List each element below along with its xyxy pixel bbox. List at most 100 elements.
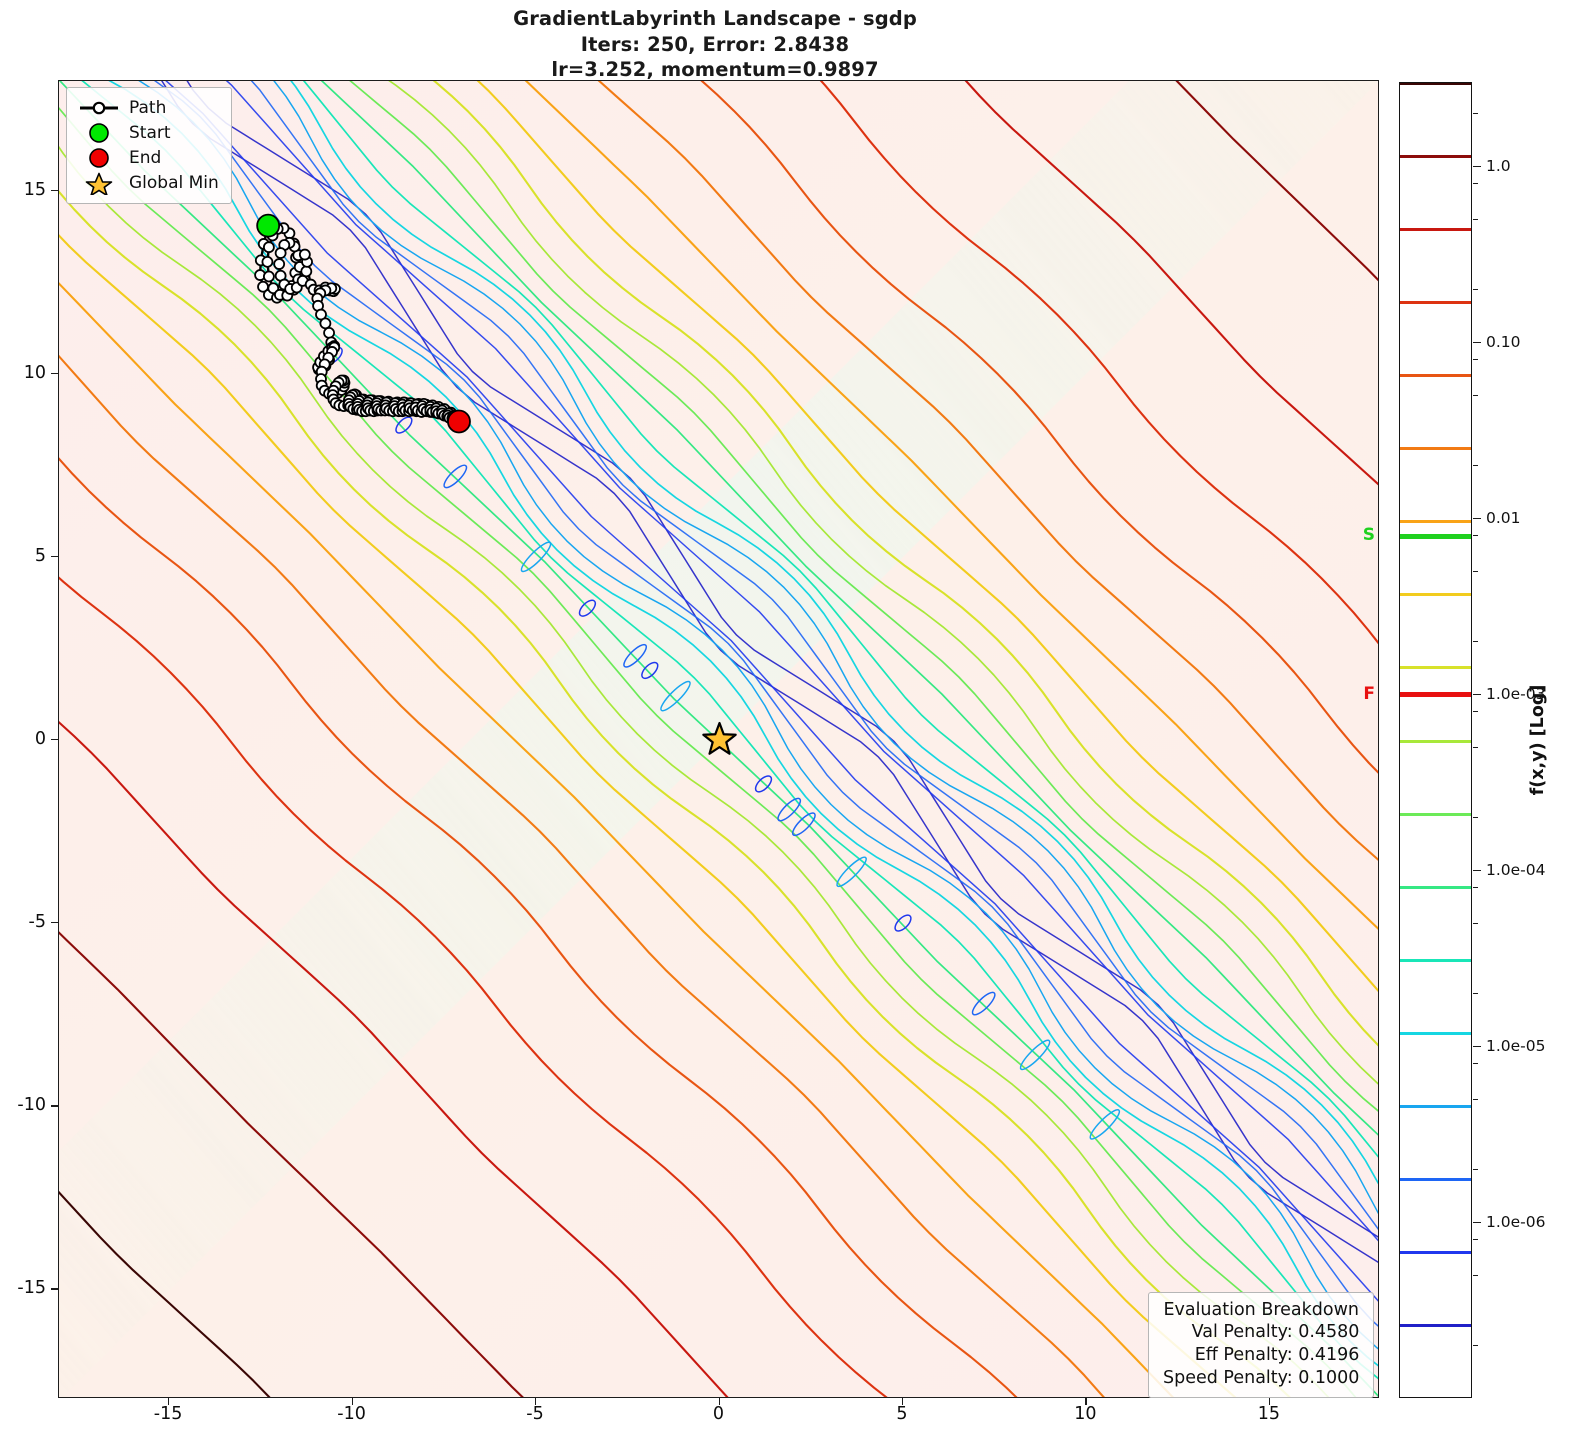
y-tick-label: 5 bbox=[34, 545, 46, 566]
colorbar-tickmark bbox=[1473, 1045, 1481, 1048]
contour-line bbox=[597, 81, 1378, 861]
eval-speed-penalty: Speed Penalty: 0.1000 bbox=[1163, 1367, 1360, 1388]
contour-pocket bbox=[1019, 1039, 1051, 1071]
contour-line bbox=[165, 81, 1378, 1302]
contour-line bbox=[524, 81, 1378, 930]
colorbar-level-line bbox=[1400, 593, 1471, 597]
colorbar-minor-tickmark bbox=[1473, 218, 1478, 221]
legend-item-end: End bbox=[76, 145, 219, 170]
path-point-marker bbox=[319, 317, 332, 330]
y-tick-label: -10 bbox=[17, 1095, 46, 1116]
y-tick-label: 15 bbox=[23, 179, 46, 200]
start-point-marker bbox=[256, 213, 281, 238]
contour-line bbox=[154, 81, 1378, 1327]
chart-title: GradientLabyrinth Landscape - sgdp Iters… bbox=[0, 6, 1430, 83]
start-dot bbox=[256, 213, 281, 238]
contour-line bbox=[250, 81, 1378, 1230]
path-point-marker bbox=[300, 265, 313, 278]
x-tick-label: -5 bbox=[526, 1404, 544, 1424]
contour-line bbox=[59, 145, 1330, 1397]
contour-line bbox=[349, 81, 1378, 1112]
title-line-2: Iters: 250, Error: 2.8438 bbox=[580, 32, 850, 56]
contour-line bbox=[81, 81, 1378, 1380]
colorbar-marker-line-s bbox=[1400, 533, 1471, 539]
y-tickmark bbox=[51, 1105, 58, 1107]
colorbar-marker-label-f: F bbox=[1363, 683, 1375, 704]
y-tickmark bbox=[51, 555, 58, 558]
legend-label-start: Start bbox=[129, 122, 171, 143]
contour-pocket bbox=[836, 856, 867, 888]
contour-line bbox=[186, 81, 1378, 1238]
y-tickmark bbox=[51, 1288, 58, 1290]
colorbar-tickmark bbox=[1473, 869, 1481, 872]
colorbar-tick-label: 0.01 bbox=[1486, 508, 1521, 527]
contour-pocket bbox=[791, 812, 816, 837]
contour-pocket bbox=[894, 914, 912, 932]
colorbar-minor-tickmark bbox=[1473, 1239, 1478, 1241]
x-tickmark bbox=[351, 1398, 353, 1405]
contour-line bbox=[59, 354, 1105, 1397]
colorbar-level-line bbox=[1400, 1251, 1471, 1255]
y-tick-label: -15 bbox=[17, 1278, 46, 1299]
path-marker-icon bbox=[76, 99, 122, 117]
colorbar-minor-tickmark bbox=[1473, 922, 1478, 925]
y-tickmark bbox=[51, 372, 58, 375]
colorbar-minor-tickmark bbox=[1473, 570, 1478, 573]
x-tickmark bbox=[535, 1398, 537, 1405]
plot-legend: Path Start End Global M bbox=[66, 87, 232, 204]
colorbar-minor-tickmark bbox=[1473, 641, 1478, 643]
legend-item-path: Path bbox=[76, 95, 219, 120]
colorbar-tick-label: 0.10 bbox=[1486, 332, 1521, 351]
contour-pocket bbox=[1089, 1109, 1121, 1140]
x-tick-label: 5 bbox=[896, 1404, 908, 1424]
colorbar-minor-tickmark bbox=[1473, 993, 1478, 995]
contour-line bbox=[432, 81, 1378, 1047]
colorbar-level-line bbox=[1400, 447, 1471, 451]
y-tick-label: -5 bbox=[28, 912, 46, 933]
y-tickmark bbox=[51, 189, 58, 192]
colorbar-axis-label: f(x,y) [Log] bbox=[1528, 684, 1548, 796]
x-tick-label: 10 bbox=[1074, 1404, 1097, 1424]
colorbar-marker-label-s: S bbox=[1362, 525, 1375, 546]
colorbar-tick-label: 1.0e-04 bbox=[1486, 860, 1546, 879]
contour-line bbox=[388, 81, 1378, 1085]
x-tick-label: 15 bbox=[1257, 1404, 1281, 1424]
contour-line bbox=[138, 81, 1378, 1350]
colorbar-minor-tickmark bbox=[1473, 1169, 1478, 1171]
colorbar-level-line bbox=[1400, 227, 1471, 231]
contour-line bbox=[476, 81, 1378, 993]
path-point-marker bbox=[298, 248, 311, 261]
colorbar-minor-tickmark bbox=[1473, 1063, 1478, 1065]
contour-pocket bbox=[395, 416, 413, 434]
eval-breakdown-title: Evaluation Breakdown bbox=[1163, 1300, 1359, 1320]
y-tick-label: 0 bbox=[34, 729, 46, 749]
x-tickmark bbox=[168, 1398, 170, 1405]
contour-line bbox=[59, 190, 1291, 1397]
contour-line bbox=[273, 81, 1378, 1215]
colorbar-tickmark bbox=[1473, 693, 1481, 696]
colorbar-level-line bbox=[1400, 373, 1471, 377]
colorbar-level-line bbox=[1400, 1398, 1471, 1399]
start-marker-icon bbox=[76, 122, 122, 144]
y-tickmark bbox=[51, 922, 58, 924]
path-point-marker bbox=[273, 258, 286, 270]
colorbar-minor-tickmark bbox=[1473, 1098, 1478, 1101]
x-tick-label: -10 bbox=[337, 1404, 366, 1424]
contour-plot-axes bbox=[58, 80, 1379, 1398]
colorbar-tickmark bbox=[1473, 165, 1481, 168]
colorbar-level-line bbox=[1400, 520, 1471, 524]
colorbar bbox=[1399, 82, 1472, 1398]
colorbar-minor-tickmark bbox=[1473, 464, 1478, 467]
contour-surface bbox=[59, 81, 1378, 1397]
contour-line bbox=[108, 81, 1378, 1367]
legend-label-path: Path bbox=[129, 97, 167, 118]
contour-line bbox=[290, 81, 1378, 1185]
colorbar-minor-tickmark bbox=[1473, 1274, 1478, 1277]
contour-pocket bbox=[660, 680, 691, 712]
legend-item-start: Start bbox=[76, 120, 219, 145]
contour-line bbox=[161, 81, 1378, 1264]
colorbar-level-line bbox=[1400, 885, 1471, 889]
contour-pocket bbox=[971, 991, 996, 1016]
contour-pocket bbox=[754, 775, 773, 793]
